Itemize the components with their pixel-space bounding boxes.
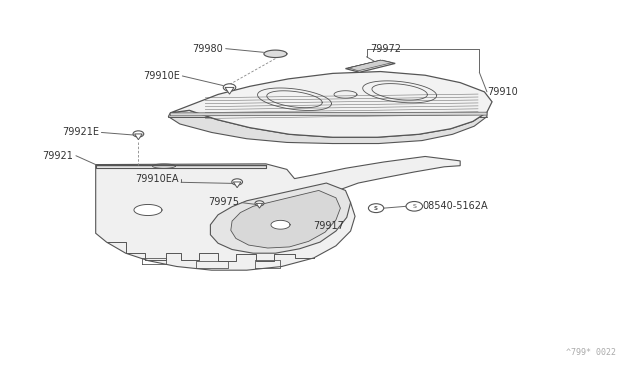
Polygon shape xyxy=(349,60,392,71)
Text: ^799* 0022: ^799* 0022 xyxy=(566,347,616,357)
Circle shape xyxy=(133,131,144,137)
Polygon shape xyxy=(96,157,460,270)
Text: 79980: 79980 xyxy=(193,44,223,54)
Text: 08540-5162A: 08540-5162A xyxy=(422,201,488,211)
Polygon shape xyxy=(264,50,287,58)
Polygon shape xyxy=(170,112,487,116)
Text: 79921E: 79921E xyxy=(62,128,99,138)
Text: 79972: 79972 xyxy=(370,44,401,54)
Polygon shape xyxy=(134,205,162,215)
Text: S: S xyxy=(374,206,378,211)
Text: 79975: 79975 xyxy=(208,196,239,206)
Circle shape xyxy=(255,201,264,206)
Polygon shape xyxy=(211,183,351,253)
Polygon shape xyxy=(256,203,262,208)
Circle shape xyxy=(223,84,236,91)
Circle shape xyxy=(232,179,243,185)
Polygon shape xyxy=(170,71,492,137)
Polygon shape xyxy=(225,87,234,94)
Text: S: S xyxy=(412,204,416,209)
Text: 79910E: 79910E xyxy=(143,71,180,81)
Polygon shape xyxy=(168,110,487,144)
Circle shape xyxy=(369,204,384,212)
Polygon shape xyxy=(271,220,290,229)
Text: 79910: 79910 xyxy=(487,87,518,97)
Polygon shape xyxy=(346,61,395,72)
Polygon shape xyxy=(231,190,340,248)
Text: 79910EA: 79910EA xyxy=(135,174,179,185)
Circle shape xyxy=(406,202,422,211)
Polygon shape xyxy=(96,164,266,168)
Polygon shape xyxy=(234,182,241,188)
Polygon shape xyxy=(134,134,142,140)
Text: 79921: 79921 xyxy=(42,151,74,161)
Text: 79917: 79917 xyxy=(314,221,344,231)
